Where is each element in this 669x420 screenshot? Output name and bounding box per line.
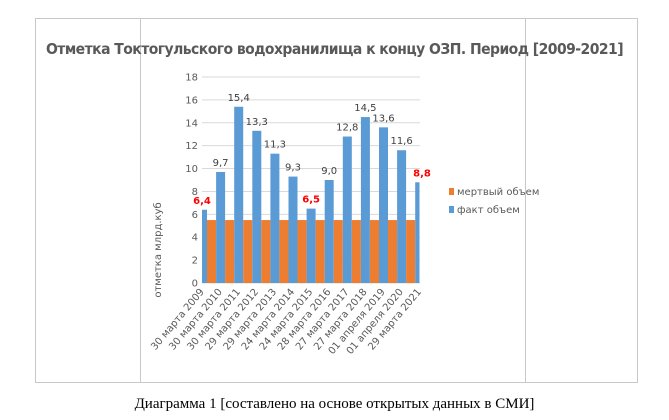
- bar-dead-volume: [351, 220, 361, 283]
- bar-dead-volume: [333, 220, 343, 283]
- bar-actual-volume: [342, 136, 352, 283]
- bar-dead-volume: [315, 220, 325, 283]
- y-tick-label: 18: [185, 73, 198, 84]
- bar-actual-volume: [270, 153, 280, 283]
- y-tick-label: 12: [185, 141, 198, 152]
- legend-swatch: [449, 206, 454, 213]
- data-label: 11,3: [264, 140, 286, 151]
- bar-dead-volume: [369, 220, 379, 283]
- frame-divider: [525, 18, 526, 383]
- data-label: 13,6: [372, 113, 394, 124]
- bar-actual-volume: [360, 117, 370, 283]
- data-label: 12,8: [336, 123, 358, 134]
- bar-actual-volume: [415, 182, 420, 283]
- frame-divider: [140, 18, 141, 383]
- data-label: 9,0: [321, 166, 337, 177]
- y-tick-label: 2: [192, 256, 198, 267]
- bar-dead-volume: [189, 220, 198, 283]
- bar-actual-volume: [397, 150, 407, 283]
- y-tick-label: 4: [192, 233, 198, 244]
- bar-dead-volume: [406, 220, 416, 283]
- y-tick-label: 16: [185, 95, 198, 106]
- chart-title: Отметка Токтогульского водохранилища к к…: [45, 40, 624, 58]
- bar-actual-volume: [306, 208, 316, 283]
- data-label: 6,5: [302, 195, 320, 206]
- legend-swatch: [449, 188, 454, 195]
- chart-frame: [35, 18, 638, 383]
- data-label: 13,3: [246, 117, 268, 128]
- y-tick-label: 14: [185, 118, 198, 129]
- figure-caption: Диаграмма 1 [составлено на основе открыт…: [134, 396, 535, 412]
- data-label: 9,7: [213, 158, 229, 169]
- bar-dead-volume: [225, 220, 235, 283]
- bar-actual-volume: [324, 180, 334, 283]
- y-axis-label: отметка млрд.куб: [153, 202, 164, 297]
- y-tick-label: 8: [192, 187, 198, 198]
- data-label: 6,4: [193, 196, 211, 207]
- data-label: 14,5: [354, 103, 376, 114]
- y-tick-label: 10: [185, 164, 198, 175]
- legend-label: мертвый объем: [457, 187, 539, 198]
- legend-label: факт объем: [457, 205, 520, 216]
- bar-actual-volume: [252, 130, 262, 283]
- bar-actual-volume: [216, 171, 226, 283]
- bar-dead-volume: [207, 220, 217, 283]
- data-label: 8,8: [413, 168, 431, 179]
- y-tick-label: 0: [192, 279, 198, 290]
- bar-dead-volume: [261, 220, 271, 283]
- bar-actual-volume: [288, 176, 298, 283]
- y-tick-label: 6: [192, 210, 198, 221]
- bar-actual-volume: [379, 127, 388, 283]
- bar-dead-volume: [279, 220, 289, 283]
- bar-dead-volume: [297, 220, 307, 283]
- bar-actual-volume: [234, 106, 244, 283]
- data-label: 9,3: [285, 163, 301, 174]
- data-label: 11,6: [390, 136, 412, 147]
- bar-actual-volume: [202, 209, 207, 283]
- bar-dead-volume: [388, 220, 398, 283]
- bar-dead-volume: [243, 220, 253, 283]
- data-label: 15,4: [228, 93, 250, 104]
